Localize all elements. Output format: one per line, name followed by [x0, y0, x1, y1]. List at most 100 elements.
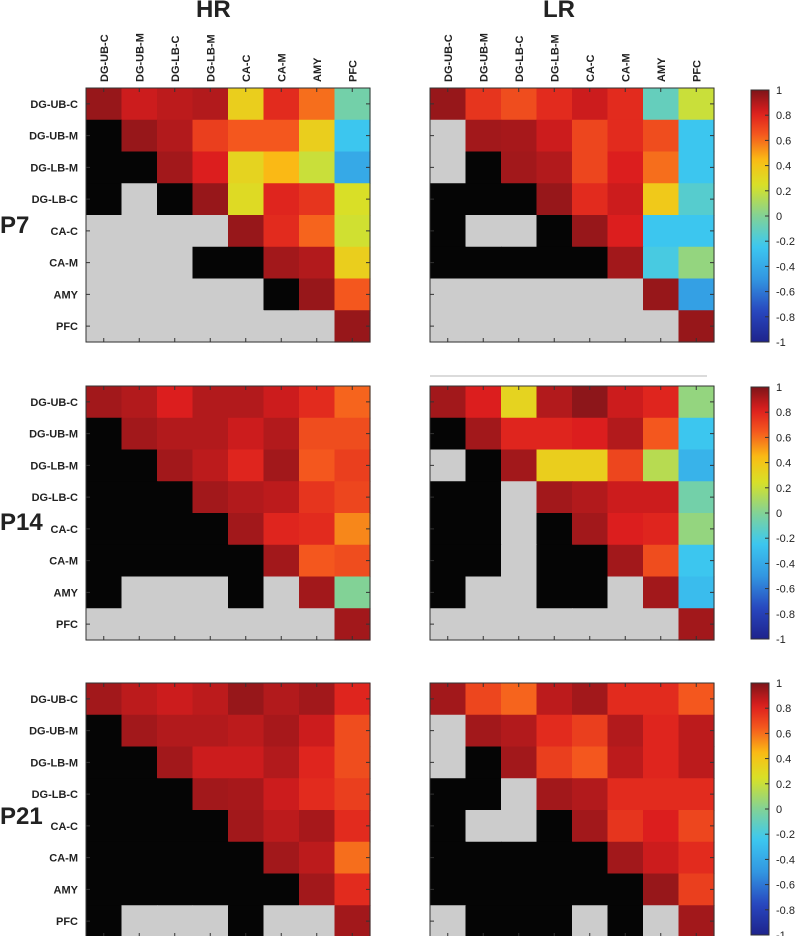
- heatmap-cell: [430, 841, 467, 875]
- column-title-hr: HR: [196, 0, 231, 23]
- heatmap-cell: [334, 873, 371, 906]
- heatmap-cell: [678, 417, 715, 451]
- heatmap-cell: [678, 119, 715, 153]
- row-label: AMY: [54, 587, 79, 599]
- heatmap-cell: [572, 905, 609, 936]
- heatmap-cell: [643, 386, 680, 419]
- heatmap-cell: [465, 386, 502, 419]
- heatmap-cell: [536, 714, 573, 748]
- heatmap-cell: [572, 246, 609, 280]
- heatmap-cell: [228, 246, 265, 280]
- heatmap-cell: [430, 417, 467, 451]
- colorbar-tick-label: 0.8: [776, 407, 791, 419]
- heatmap-cell: [572, 310, 609, 343]
- heatmap-cell: [643, 246, 680, 280]
- heatmap-cell: [465, 151, 502, 184]
- heatmap-cell: [86, 683, 123, 716]
- heatmap-cell: [465, 278, 502, 311]
- heatmap-cell: [536, 88, 573, 121]
- heatmap-cell: [430, 278, 467, 311]
- heatmap-cell: [643, 810, 680, 843]
- colorbar-tick-label: -0.4: [776, 261, 795, 273]
- heatmap-cell: [536, 608, 573, 641]
- row-title-p14: P14: [0, 509, 43, 536]
- heatmap-cell: [536, 841, 573, 875]
- heatmap-cell: [643, 481, 680, 514]
- heatmap-cell: [430, 481, 467, 514]
- heatmap-cell: [465, 246, 502, 280]
- heatmap-cell: [643, 215, 680, 248]
- heatmap-cell: [607, 449, 644, 482]
- heatmap-cell: [607, 873, 644, 906]
- heatmap-cell: [501, 576, 538, 609]
- heatmap-cell: [536, 183, 573, 216]
- heatmap-cell: [501, 215, 538, 248]
- heatmap-cell: [643, 449, 680, 482]
- heatmap-cell: [263, 481, 300, 514]
- heatmap-cell: [192, 778, 229, 811]
- heatmap-cell: [299, 810, 336, 843]
- row-label: AMY: [54, 884, 79, 896]
- heatmap-cell: [465, 119, 502, 153]
- heatmap-cell: [121, 449, 158, 482]
- heatmap-cell: [501, 449, 538, 482]
- heatmap-cell: [465, 683, 502, 716]
- heatmap-cell: [536, 417, 573, 451]
- heatmap-cell: [192, 576, 229, 609]
- heatmap-cell: [465, 215, 502, 248]
- heatmap-cell: [228, 481, 265, 514]
- heatmap-cell: [430, 88, 467, 121]
- heatmap-cell: [678, 873, 715, 906]
- heatmap-cell: [334, 576, 371, 609]
- heatmap-cell: [678, 778, 715, 811]
- heatmap-cell: [299, 841, 336, 875]
- column-title-lr: LR: [543, 0, 575, 23]
- heatmap-cell: [121, 246, 158, 280]
- heatmap-cell: [430, 873, 467, 906]
- heatmap-cell: [465, 310, 502, 343]
- heatmap-cell: [572, 810, 609, 843]
- heatmap-cell: [643, 873, 680, 906]
- heatmap-cell: [121, 151, 158, 184]
- heatmap-cell: [572, 778, 609, 811]
- colorbar-tick-label: 1: [776, 678, 782, 690]
- heatmap-cell: [157, 151, 194, 184]
- heatmap-cell: [121, 544, 158, 578]
- heatmap-cell: [334, 544, 371, 578]
- row-label: CA-M: [49, 556, 78, 568]
- heatmap-cell: [678, 215, 715, 248]
- heatmap-cell: [643, 544, 680, 578]
- heatmap-cell: [430, 513, 467, 546]
- heatmap-cell: [228, 88, 265, 121]
- heatmap-cell: [607, 905, 644, 936]
- heatmap-cell: [430, 151, 467, 184]
- column-label: CA-C: [585, 54, 597, 82]
- heatmap-cell: [121, 417, 158, 451]
- colorbar-p14: 1 0.8 0.6 0.4 0.2 0 -0.2 -0.4 -0.6 -0.8 -1: [750, 382, 795, 646]
- heatmap-cell: [228, 714, 265, 748]
- colorbar-tick-label: -0.2: [776, 829, 795, 841]
- heatmap-cell: [86, 778, 123, 811]
- heatmap-cell: [678, 810, 715, 843]
- heatmap-cell: [157, 544, 194, 578]
- heatmap-cell: [263, 576, 300, 609]
- heatmap-cell: [157, 183, 194, 216]
- heatmap-cell: [643, 88, 680, 121]
- heatmap-cell: [430, 683, 467, 716]
- heatmap-cell: [678, 683, 715, 716]
- heatmap-cell: [228, 386, 265, 419]
- row-label: CA-C: [51, 226, 79, 238]
- heatmap-cell: [572, 873, 609, 906]
- heatmap-cell: [643, 310, 680, 343]
- column-label: AMY: [312, 57, 324, 82]
- heatmap-cell: [228, 183, 265, 216]
- heatmap-cell: [607, 215, 644, 248]
- heatmap-cell: [501, 278, 538, 311]
- heatmap-cell: [86, 481, 123, 514]
- heatmap-cell: [157, 278, 194, 311]
- heatmap-cell: [263, 714, 300, 748]
- heatmap-cell: [643, 841, 680, 875]
- heatmap-cell: [228, 683, 265, 716]
- colorbar-tick-label: -0.6: [776, 584, 795, 596]
- heatmap-cell: [465, 778, 502, 811]
